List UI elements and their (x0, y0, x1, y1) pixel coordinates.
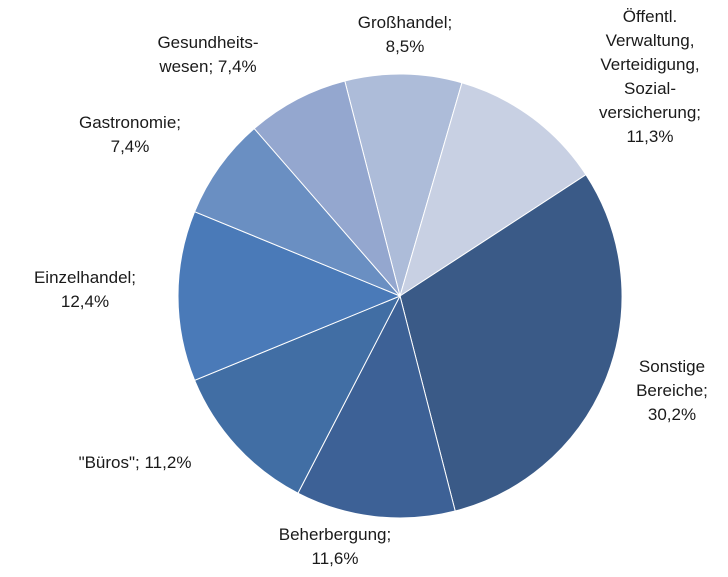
label-line: Einzelhandel; (34, 268, 136, 287)
label-line: wesen; 7,4% (158, 57, 256, 76)
data-label: Großhandel; 8,5% (358, 13, 453, 56)
label-line: 12,4% (61, 292, 109, 311)
label-line: Verwaltung, (606, 31, 695, 50)
data-label: Gastronomie; 7,4% (79, 113, 181, 156)
data-label: Öffentl. Verwaltung, Verteidigung, Sozial-v… (599, 7, 701, 146)
label-line: 30,2% (648, 405, 696, 424)
label-line: Beherbergung; (279, 525, 391, 544)
pie-slice (177, 211, 402, 381)
pie-slice (253, 80, 401, 297)
data-label: Einzelhandel; 12,4% (34, 268, 136, 311)
label-line: versicherung; (599, 103, 701, 122)
pie-slice (399, 174, 623, 512)
pie-slice (193, 295, 402, 494)
pie-slice (344, 73, 463, 298)
label-line: Gesundheits- (157, 33, 258, 52)
label-line: 7,4% (111, 137, 150, 156)
label-line: 11,3% (627, 127, 674, 146)
label-line: Großhandel; (358, 13, 453, 32)
data-label: Beherbergung; 11,6% (279, 525, 391, 568)
pie-slice (399, 82, 587, 298)
data-label: "Büros"; 11,2% (79, 453, 192, 472)
data-label: Gesundheits-wesen; 7,4% (157, 33, 258, 76)
label-line: "Büros"; 11,2% (79, 453, 192, 472)
label-line: Bereiche; (636, 381, 708, 400)
label-line: Gastronomie; (79, 113, 181, 132)
pie-slice (193, 127, 401, 297)
label-line: 8,5% (386, 37, 425, 56)
pie-slice (297, 294, 456, 519)
label-line: Sonstige (639, 357, 705, 376)
label-line: Öffentl. (623, 7, 678, 26)
label-line: Verteidigung, (600, 55, 699, 74)
label-line: Sozial- (624, 79, 676, 98)
label-line: 11,6% (312, 549, 359, 568)
data-label: Sonstige Bereiche; 30,2% (636, 357, 708, 424)
